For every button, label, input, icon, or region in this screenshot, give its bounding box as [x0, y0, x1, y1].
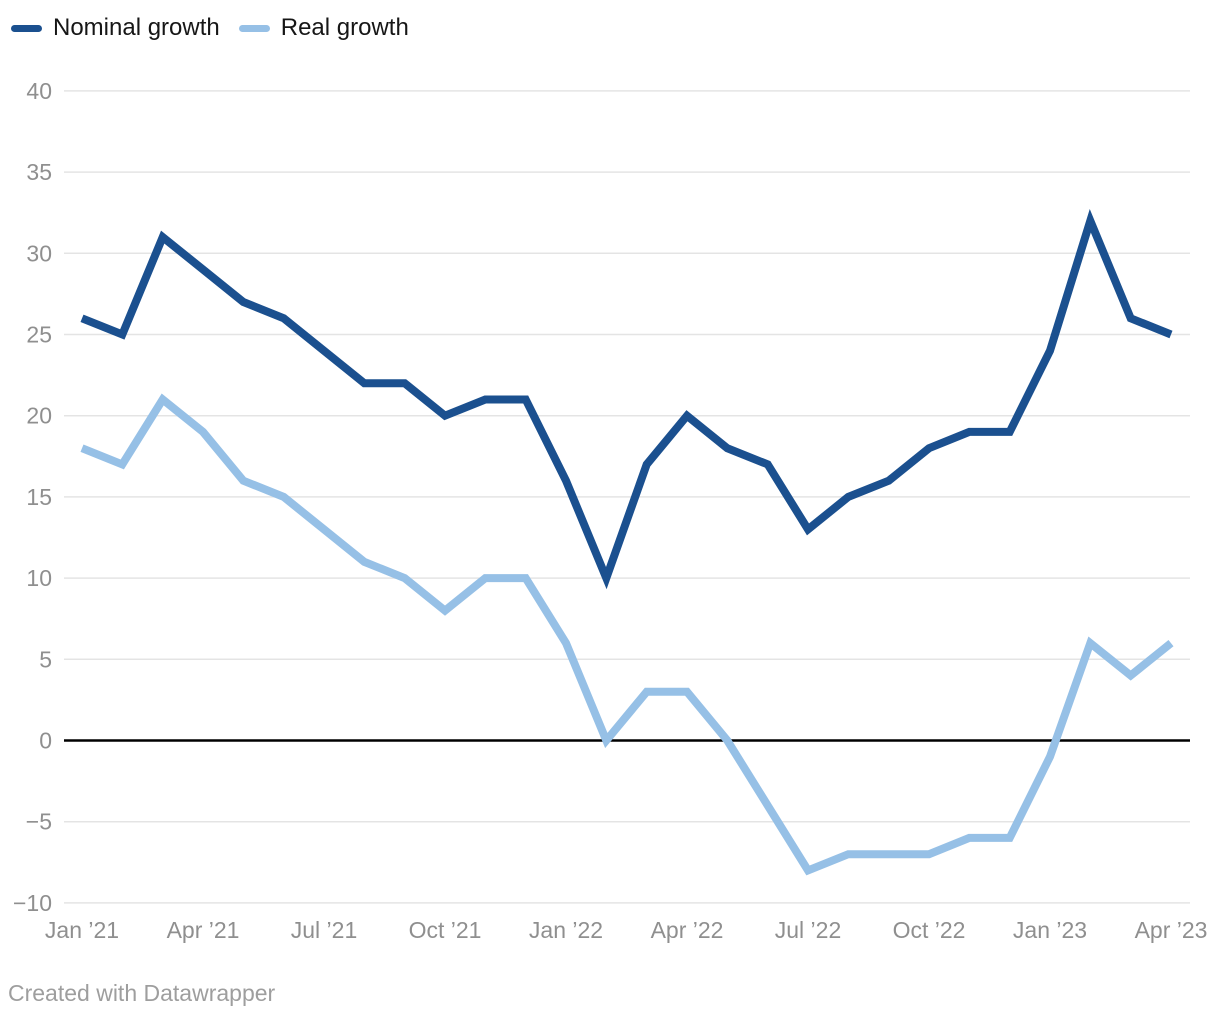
legend-label: Nominal growth	[53, 14, 220, 41]
x-tick-label: Jul ’22	[775, 917, 841, 943]
x-tick-label: Jan ’22	[529, 917, 603, 943]
datawrapper-credit: Created with Datawrapper	[8, 980, 276, 1006]
y-tick-label: 25	[26, 322, 52, 348]
y-tick-label: −10	[13, 890, 52, 916]
legend-swatch-real-growth	[238, 24, 270, 32]
x-tick-label: Jan ’21	[45, 917, 119, 943]
nominal-growth-line	[80, 209, 1173, 590]
x-tick-label: Apr ’22	[651, 917, 724, 943]
x-tick-label: Oct ’22	[893, 917, 966, 943]
y-tick-label: 0	[39, 728, 52, 754]
y-tick-label: 15	[26, 484, 52, 510]
x-tick-label: Jul ’21	[291, 917, 357, 943]
y-tick-label: 40	[26, 78, 52, 104]
legend-label: Real growth	[280, 14, 409, 41]
legend-swatch-nominal-growth	[11, 24, 42, 32]
x-tick-label: Apr ’23	[1135, 917, 1208, 943]
real-growth-line	[80, 393, 1174, 876]
x-tick-label: Oct ’21	[409, 917, 482, 943]
y-tick-label: 20	[26, 403, 52, 429]
x-tick-label: Jan ’23	[1013, 917, 1087, 943]
y-tick-label: 10	[26, 565, 52, 591]
legend-item-real-growth: Real growth	[238, 14, 409, 41]
y-tick-label: 30	[26, 240, 52, 266]
x-tick-label: Apr ’21	[167, 917, 240, 943]
y-tick-label: 5	[39, 646, 52, 672]
legend: Nominal growth Real growth	[11, 16, 409, 40]
y-tick-label: −5	[26, 809, 52, 835]
y-tick-label: 35	[26, 159, 52, 185]
legend-item-nominal-growth: Nominal growth	[11, 16, 220, 40]
